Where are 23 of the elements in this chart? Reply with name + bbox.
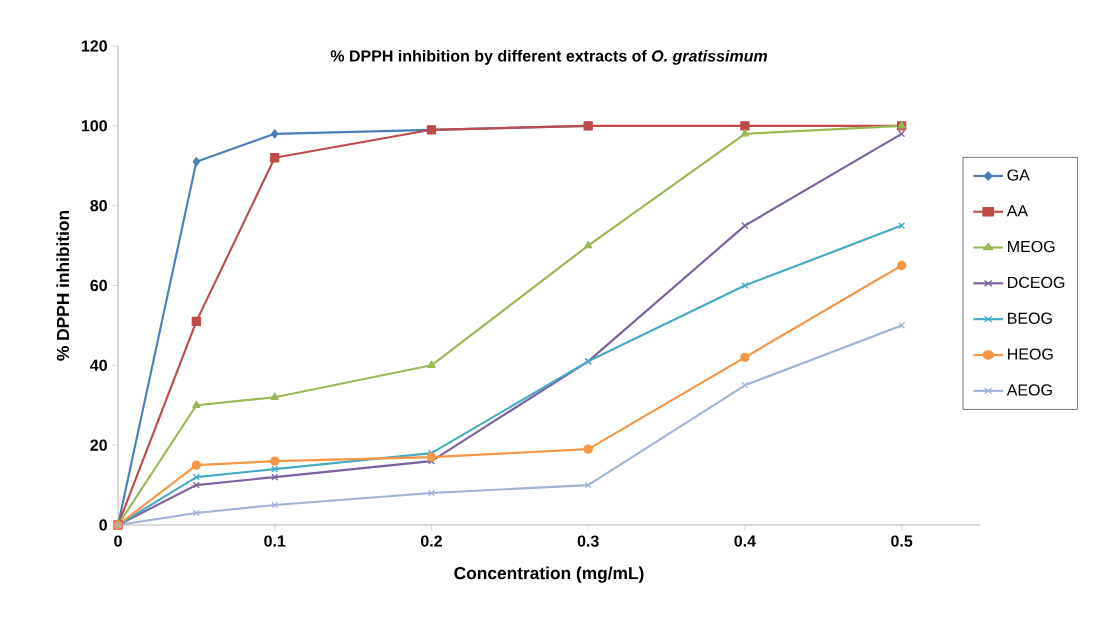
x-tick-label: 0.1: [264, 535, 286, 547]
legend-label: GA: [1007, 169, 1030, 181]
x-tick-label: 0: [114, 535, 122, 547]
x-tick-label: 0.4: [734, 535, 756, 547]
legend-label: AEOG: [1006, 384, 1052, 396]
legend-label: HEOG: [1008, 348, 1053, 360]
x-axis-title: Concentration (mg/mL): [454, 566, 644, 583]
y-tick-label: 40: [90, 359, 107, 371]
x-tick-label: 0.3: [577, 535, 599, 547]
legend-label: MEOG: [1008, 240, 1055, 253]
y-tick-label: 80: [90, 200, 107, 212]
x-tick-label: 0.5: [891, 535, 913, 547]
legend-label: AA: [1006, 205, 1029, 217]
y-tick-label: 120: [81, 40, 107, 52]
legend-label: BEOG: [1008, 312, 1052, 324]
x-tick-label: 0.2: [420, 535, 442, 547]
y-tick-label: 100: [81, 120, 107, 132]
y-tick-label: 0: [99, 519, 107, 531]
y-axis-title: % DPPH inhibition: [56, 210, 70, 361]
legend-label: DCEOG: [1008, 276, 1065, 289]
y-tick-label: 60: [90, 279, 107, 292]
chart-title: % DPPH inhibition by different extracts of O. gratissimum: [330, 49, 767, 65]
y-tick-label: 20: [90, 439, 107, 451]
